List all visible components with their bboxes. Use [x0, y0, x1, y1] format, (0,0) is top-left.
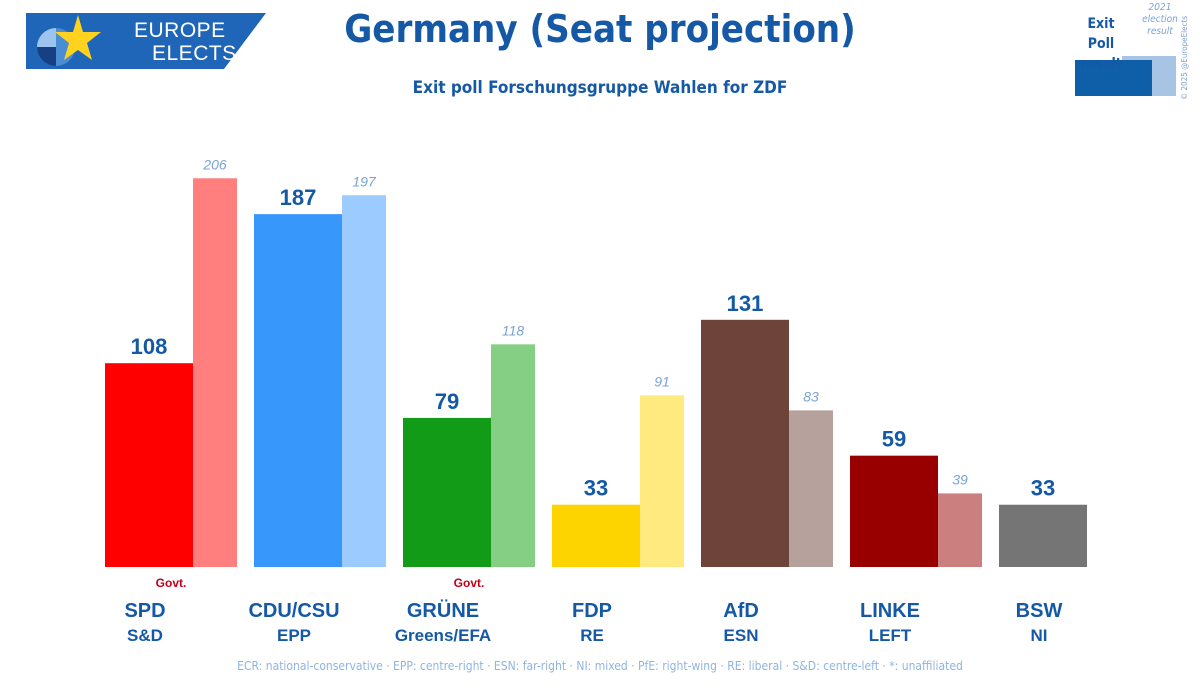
government-marker-gr-ne: Govt. — [454, 576, 485, 590]
bar-previous-cdu-csu — [342, 195, 386, 568]
group-label-cdu-csu: EPP — [277, 626, 311, 645]
legend-label-previous: 2021 election result — [1142, 2, 1178, 37]
bar-previous-linke — [938, 493, 982, 567]
party-label-cdu-csu: CDU/CSU — [248, 600, 339, 622]
star-icon — [55, 15, 101, 60]
value-label-previous-afd: 83 — [803, 388, 819, 404]
value-label-previous-gr-ne: 118 — [502, 322, 525, 338]
bar-current-cdu-csu — [254, 214, 342, 568]
group-label-afd: ESN — [724, 626, 759, 645]
logo-text-europe: EUROPE — [134, 19, 226, 42]
bar-current-fdp — [552, 504, 640, 567]
value-label-current-bsw: 33 — [1031, 476, 1055, 501]
value-label-current-fdp: 33 — [584, 476, 608, 501]
party-label-gr-ne: GRÜNE — [407, 599, 479, 622]
party-label-spd: SPD — [124, 600, 165, 622]
legend: Exit Poll result 2021 election result — [1058, 0, 1200, 110]
legend-label-current: Exit Poll result — [1080, 16, 1122, 72]
value-label-current-afd: 131 — [727, 291, 764, 316]
value-label-previous-spd: 206 — [202, 156, 227, 172]
chart-title: Germany (Seat projection) — [344, 7, 856, 51]
value-label-previous-cdu-csu: 197 — [352, 173, 377, 189]
chart-subtitle: Exit poll Forschungsgruppe Wahlen for ZD… — [412, 78, 788, 98]
bar-current-linke — [850, 455, 938, 567]
value-label-current-cdu-csu: 187 — [280, 185, 317, 210]
legend-swatch-current — [1075, 60, 1152, 96]
group-label-linke: LEFT — [869, 626, 912, 645]
party-label-fdp: FDP — [572, 600, 612, 622]
logo-text-elects: ELECTS — [152, 42, 237, 65]
group-label-fdp: RE — [580, 626, 604, 645]
bar-current-gr-ne — [403, 417, 491, 567]
logo-banner — [26, 13, 266, 69]
value-label-previous-fdp: 91 — [654, 373, 670, 389]
value-label-current-spd: 108 — [131, 334, 168, 359]
value-label-current-gr-ne: 79 — [435, 389, 459, 414]
bar-previous-gr-ne — [491, 344, 535, 567]
party-label-linke: LINKE — [860, 600, 920, 622]
value-label-previous-linke: 39 — [952, 471, 968, 487]
europe-elects-logo: EUROPE ELECTS — [26, 13, 266, 69]
bar-current-spd — [105, 363, 193, 567]
bar-previous-spd — [193, 178, 237, 567]
group-label-gr-ne: Greens/EFA — [395, 626, 491, 645]
group-label-bsw: NI — [1031, 626, 1048, 645]
value-label-current-linke: 59 — [882, 427, 906, 452]
party-label-afd: AfD — [723, 600, 759, 622]
bar-current-bsw — [999, 504, 1087, 567]
bar-previous-afd — [789, 410, 833, 567]
bar-current-afd — [701, 319, 789, 567]
party-label-bsw: BSW — [1016, 600, 1063, 622]
group-label-spd: S&D — [127, 626, 163, 645]
legend-swatches — [1075, 56, 1176, 96]
government-marker-spd: Govt. — [156, 576, 187, 590]
bar-previous-fdp — [640, 395, 684, 567]
footer-note: ECR: national-conservative · EPP: centre… — [237, 659, 963, 673]
